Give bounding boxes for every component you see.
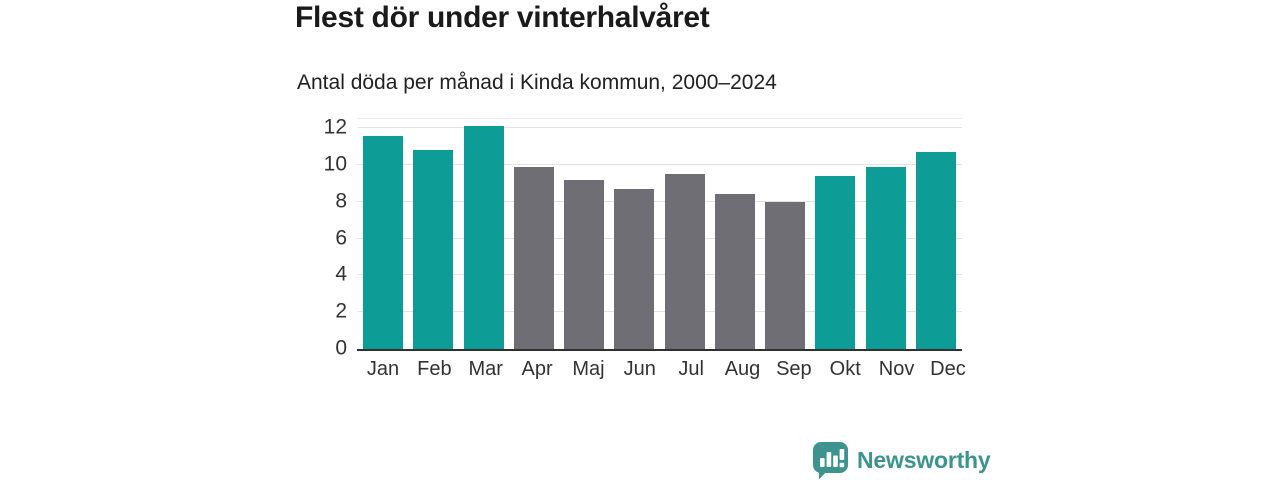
bar-mar — [463, 126, 504, 349]
x-tick-sep: Sep — [776, 358, 812, 380]
chart-title: Flest dör under vinterhalvåret — [295, 1, 710, 34]
gridline-8 — [357, 200, 962, 202]
y-tick-10: 10 — [323, 152, 347, 176]
bar-feb — [413, 150, 454, 349]
x-tick-nov: Nov — [878, 358, 915, 380]
x-tick-jan: Jan — [366, 358, 400, 380]
gridline-4 — [357, 274, 962, 276]
bar-aug — [714, 194, 755, 349]
bar-sep — [765, 201, 806, 349]
x-axis: Jan Feb Mar Apr Maj Jun Jul Aug Sep Okt Nov Dec — [357, 358, 974, 381]
gridline-12 — [357, 127, 962, 129]
gridline-10 — [357, 164, 962, 165]
bar-jun — [614, 188, 655, 349]
bar-dec — [915, 152, 956, 349]
y-tick-8: 8 — [335, 189, 347, 213]
bar-chart-speech-bubble-icon — [812, 441, 850, 480]
x-tick-apr: Apr — [521, 358, 553, 380]
x-tick-okt: Okt — [829, 358, 861, 380]
x-tick-jun: Jun — [623, 358, 656, 380]
plot-area — [357, 118, 962, 351]
bars-row — [357, 119, 962, 349]
chart-subtitle: Antal döda per månad i Kinda kommun, 200… — [297, 71, 777, 94]
gridline-2 — [357, 311, 962, 313]
x-tick-mar: Mar — [468, 358, 503, 380]
newsworthy-logo: Newsworthy — [812, 441, 991, 480]
y-axis: 0 2 4 6 8 10 12 — [290, 115, 347, 359]
y-tick-2: 2 — [335, 299, 347, 323]
x-tick-dec: Dec — [930, 358, 966, 380]
y-tick-12: 12 — [323, 115, 347, 139]
bar-okt — [815, 176, 856, 349]
y-tick-0: 0 — [335, 336, 347, 360]
bar-jan — [363, 135, 403, 349]
x-tick-maj: Maj — [572, 358, 605, 380]
bar-nov — [865, 166, 906, 349]
gridline-6 — [357, 237, 962, 239]
x-tick-feb: Feb — [417, 358, 452, 380]
y-tick-6: 6 — [335, 226, 347, 250]
x-tick-jul: Jul — [678, 358, 704, 380]
bar-apr — [513, 166, 554, 349]
brand-name: Newsworthy — [857, 447, 991, 473]
x-tick-aug: Aug — [724, 358, 761, 380]
bar-maj — [564, 179, 605, 349]
bar-jul — [664, 174, 705, 349]
y-tick-4: 4 — [335, 262, 347, 286]
